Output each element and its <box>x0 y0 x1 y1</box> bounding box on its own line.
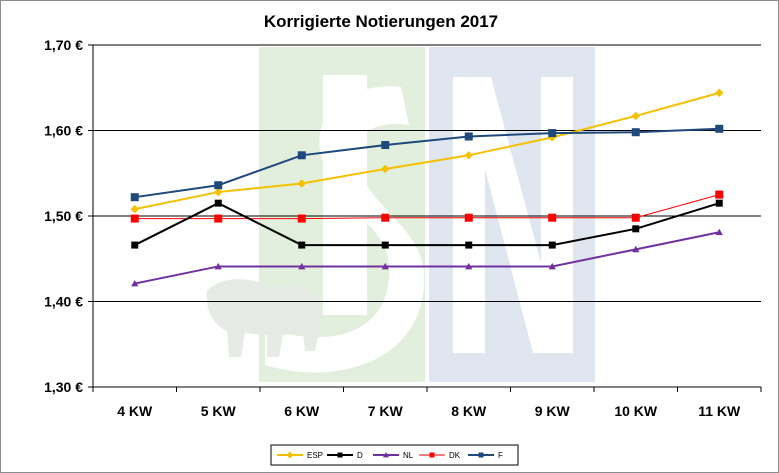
legend-item-nl: NL <box>373 451 414 460</box>
series-line-esp <box>134 91 720 211</box>
data-point-nl <box>465 262 473 270</box>
series-nl <box>131 228 723 287</box>
legend-marker-d <box>337 452 343 458</box>
y-tick-label: 1,50 € <box>44 208 83 224</box>
legend-label-esp: ESP <box>307 451 323 460</box>
y-tick-label: 1,60 € <box>44 123 83 139</box>
data-point-d <box>548 241 556 249</box>
data-point-d <box>465 241 473 249</box>
legend-label-d: D <box>357 451 363 460</box>
series-d <box>131 199 723 249</box>
legend-marker-nl <box>383 452 389 458</box>
data-point-dk <box>464 213 473 222</box>
data-point-d <box>214 199 222 207</box>
data-point-dk <box>214 214 223 223</box>
axes <box>88 44 762 392</box>
data-point-d <box>381 241 389 249</box>
legend-marker-dk <box>429 452 435 458</box>
data-point-f <box>214 181 223 190</box>
data-point-f <box>715 124 724 133</box>
legend-item-d: D <box>327 451 363 460</box>
data-point-f <box>548 129 557 138</box>
data-point-dk <box>631 213 640 222</box>
data-point-esp <box>715 88 724 98</box>
data-point-esp <box>381 164 390 174</box>
legend-item-dk: DK <box>419 451 461 460</box>
data-point-nl <box>632 245 640 253</box>
series-line-dk <box>134 194 720 220</box>
x-tick-label: 9 KW <box>535 403 571 419</box>
data-point-esp <box>464 151 473 160</box>
data-point-esp <box>297 179 306 188</box>
data-point-f <box>631 128 640 137</box>
x-tick-label: 4 KW <box>117 403 153 419</box>
x-tick-label: 8 KW <box>451 403 487 419</box>
legend-item-esp: ESP <box>277 451 323 460</box>
series-esp <box>130 88 724 214</box>
data-point-dk <box>297 214 306 223</box>
series-dk <box>130 190 724 223</box>
data-point-dk <box>130 214 139 223</box>
series-line-nl <box>134 231 720 285</box>
data-point-esp <box>130 204 139 214</box>
x-tick-label: 10 KW <box>614 403 658 419</box>
isn-logo-watermark <box>206 47 595 382</box>
data-point-d <box>298 241 306 249</box>
legend-label-f: F <box>498 451 503 460</box>
series-line-f <box>134 127 720 199</box>
x-tick-label: 6 KW <box>284 403 320 419</box>
series-line-d <box>134 202 720 247</box>
x-tick-label: 7 KW <box>368 403 404 419</box>
legend-item-f: F <box>468 451 503 460</box>
legend-label-dk: DK <box>449 451 461 460</box>
tick-labels: 1,30 € 1,40 € 1,50 € 1,60 € 1,70 € 4 KW 5 KW 6 … <box>44 37 741 419</box>
data-point-nl <box>548 262 556 270</box>
data-point-f <box>381 141 390 150</box>
x-tick-label: 11 KW <box>698 403 741 419</box>
y-tick-label: 1,40 € <box>44 294 83 310</box>
legend-marker-esp <box>286 451 294 459</box>
data-point-dk <box>715 190 724 199</box>
data-point-f <box>464 132 473 141</box>
legend-label-nl: NL <box>403 451 414 460</box>
chart-title: Korrigierte Notierungen 2017 <box>264 12 498 31</box>
data-point-dk <box>381 213 390 222</box>
data-point-nl <box>214 262 222 270</box>
y-tick-label: 1,70 € <box>44 37 83 53</box>
data-point-nl <box>381 262 389 270</box>
legend-marker-f <box>478 452 484 458</box>
data-point-esp <box>214 187 223 197</box>
data-point-d <box>715 199 723 207</box>
data-point-d <box>632 225 640 233</box>
data-point-dk <box>548 213 557 222</box>
data-point-esp <box>631 111 640 121</box>
series-f <box>130 124 724 202</box>
data-point-nl <box>131 279 139 287</box>
data-point-d <box>131 241 139 249</box>
y-tick-label: 1,30 € <box>44 379 83 395</box>
data-point-nl <box>715 228 723 236</box>
data-point-nl <box>298 262 306 270</box>
series-layer <box>130 88 724 287</box>
x-tick-label: 5 KW <box>201 403 237 419</box>
data-point-f <box>297 151 306 160</box>
legend: ESP D NL DK F <box>270 444 519 466</box>
gridlines <box>93 44 761 302</box>
data-point-f <box>130 193 139 202</box>
